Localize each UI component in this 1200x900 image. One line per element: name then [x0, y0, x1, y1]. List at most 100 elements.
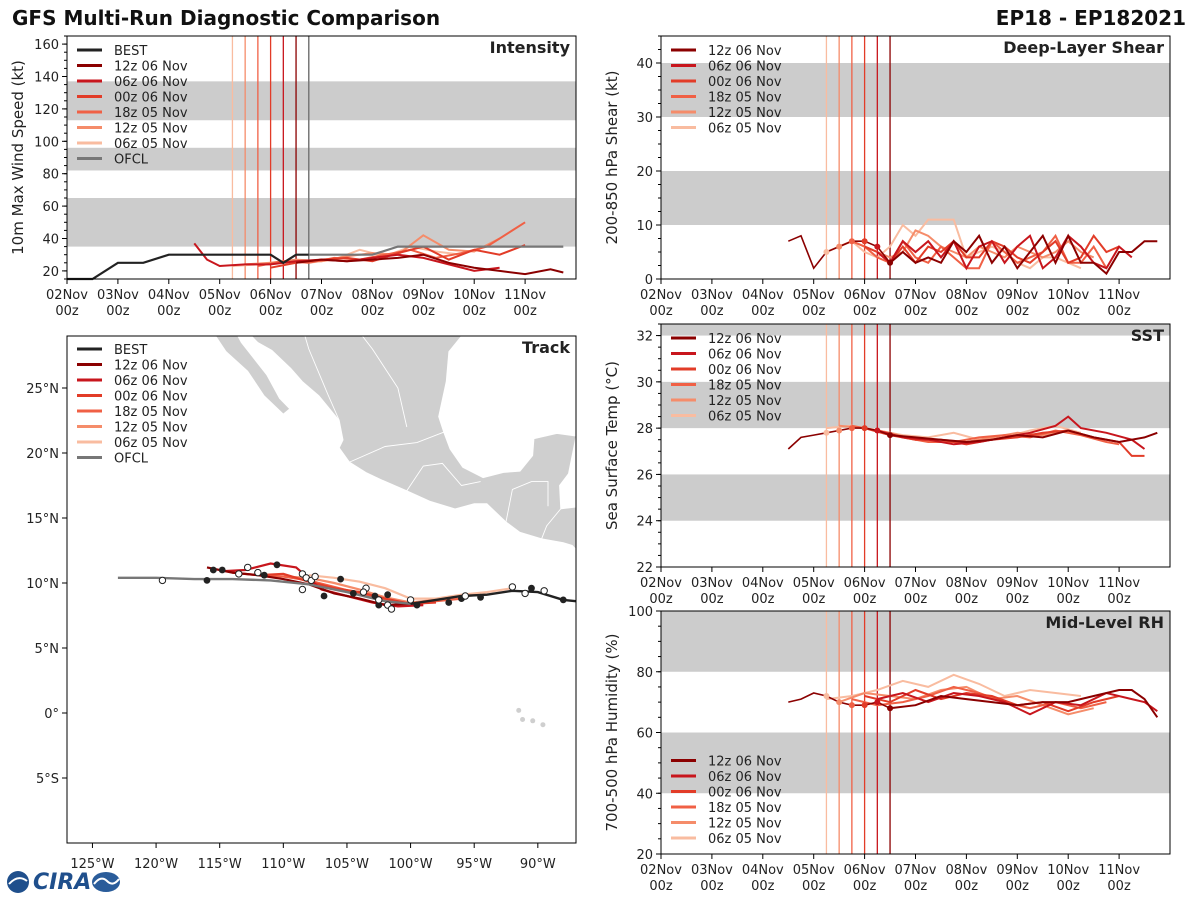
legend-label: 12z 06 Nov — [708, 44, 782, 59]
track-point-open — [243, 563, 252, 572]
track-x-tick-label: 105°W — [325, 857, 369, 872]
x-tick-hour: 00z — [955, 592, 979, 607]
border-line — [406, 462, 481, 491]
x-tick-label: 10Nov — [1047, 288, 1089, 303]
y-tick-label: 30 — [636, 111, 653, 126]
series-line-12z-06-Nov — [295, 253, 564, 276]
x-tick-hour: 00z — [853, 592, 877, 607]
track-point-open — [375, 596, 383, 604]
x-tick-label: 06Nov — [844, 288, 886, 303]
x-tick-hour: 00z — [1107, 304, 1131, 319]
legend-label: OFCL — [114, 153, 149, 168]
track-legend-label: 06z 06 Nov — [114, 374, 188, 389]
y-tick-label: 22 — [636, 561, 653, 576]
x-tick-hour: 00z — [1057, 304, 1081, 319]
track-point-open — [298, 585, 307, 594]
track-legend-label: OFCL — [114, 452, 149, 467]
y-axis-label: 10m Max Wind Speed (kt) — [9, 60, 27, 255]
x-tick-label: 02Nov — [640, 576, 682, 591]
legend-label: 12z 06 Nov — [708, 755, 782, 770]
run-start-marker — [836, 699, 843, 706]
series-line-06z-05-Nov — [826, 673, 1082, 701]
track-x-tick-label: 90°W — [520, 857, 556, 872]
track-legend-label: 12z 06 Nov — [114, 359, 188, 374]
x-tick-label: 07Nov — [301, 288, 343, 303]
x-tick-hour: 00z — [412, 304, 436, 319]
x-tick-hour: 00z — [1107, 592, 1131, 607]
legend-label: 00z 06 Nov — [708, 75, 782, 90]
x-tick-hour: 00z — [853, 879, 877, 894]
border-line — [505, 481, 549, 522]
best-track-line — [410, 589, 576, 605]
x-tick-hour: 00z — [157, 304, 181, 319]
y-tick-label: 20 — [42, 265, 59, 280]
wave-icon — [92, 872, 121, 892]
y-tick-label: 10 — [636, 219, 653, 234]
x-tick-hour: 00z — [259, 304, 283, 319]
panel-title: Track — [522, 338, 570, 357]
track-point-filled — [375, 601, 383, 609]
panel-rh: 2040608010002Nov00z03Nov00z04Nov00z05Nov… — [603, 605, 1171, 894]
track-legend-label: BEST — [114, 343, 147, 358]
run-start-marker — [861, 238, 868, 245]
x-tick-hour: 00z — [802, 592, 826, 607]
track-y-tick-label: 5°N — [35, 642, 60, 657]
legend-label: 00z 06 Nov — [114, 91, 188, 106]
y-tick-label: 40 — [636, 57, 653, 72]
track-y-tick-label: 0° — [44, 707, 59, 722]
series-line-06z-06-Nov — [877, 415, 1146, 450]
y-tick-label: 80 — [42, 168, 59, 183]
shade-band — [661, 611, 1170, 672]
x-tick-label: 10Nov — [1047, 576, 1089, 591]
y-axis-label: Sea Surface Temp (°C) — [603, 361, 621, 530]
run-start-marker — [887, 259, 894, 266]
cira-logo-text: CIRA — [33, 869, 92, 895]
panel-shear: 01020304002Nov00z03Nov00z04Nov00z05Nov00… — [603, 35, 1171, 319]
track-point-filled — [445, 599, 453, 606]
x-tick-label: 05Nov — [199, 288, 241, 303]
run-start-marker — [874, 699, 881, 706]
track-x-tick-label: 115°W — [198, 857, 242, 872]
track-point-filled — [349, 590, 357, 597]
x-tick-hour: 00z — [1057, 879, 1081, 894]
border-line — [349, 431, 444, 463]
figure-title: GFS Multi-Run Diagnostic Comparison — [12, 6, 441, 30]
track-point-open — [311, 572, 319, 581]
x-tick-hour: 00z — [700, 879, 724, 894]
x-tick-hour: 00z — [513, 304, 537, 319]
x-tick-hour: 00z — [853, 304, 877, 319]
legend-label: 06z 05 Nov — [114, 137, 188, 152]
x-tick-label: 09Nov — [996, 288, 1038, 303]
x-tick-label: 04Nov — [148, 288, 190, 303]
storm-id-title: EP18 - EP182021 — [995, 6, 1186, 30]
x-tick-label: 02Nov — [640, 288, 682, 303]
x-tick-hour: 00z — [1107, 879, 1131, 894]
track-point-open — [521, 589, 529, 598]
galapagos-island — [540, 722, 546, 728]
legend-label: 12z 05 Nov — [114, 122, 188, 137]
run-start-marker — [887, 432, 894, 439]
x-tick-label: 02Nov — [640, 863, 682, 878]
globe-icon — [7, 871, 29, 893]
shade-band — [661, 324, 1170, 336]
run-start-marker — [823, 249, 830, 255]
run-start-marker — [887, 705, 894, 712]
y-tick-label: 20 — [636, 848, 653, 863]
shade-band — [67, 147, 576, 171]
track-y-tick-label: 15°N — [26, 512, 59, 527]
track-legend-label: 18z 05 Nov — [114, 405, 188, 420]
series-line-06z-06-Nov — [876, 234, 1133, 271]
track-point-open — [461, 592, 469, 600]
x-tick-label: 03Nov — [691, 288, 733, 303]
legend-label: 18z 05 Nov — [708, 801, 782, 816]
y-tick-label: 100 — [628, 605, 653, 620]
run-start-marker — [874, 243, 881, 250]
track-point-filled — [413, 601, 421, 609]
panel-track: 5°S 0° 5°N 10°N 15°N 20°N 25°N 125°W 120°W 115°W 1… — [26, 335, 577, 872]
track-legend-label: 06z 05 Nov — [114, 436, 188, 451]
x-tick-hour: 00z — [751, 592, 775, 607]
x-tick-label: 04Nov — [742, 863, 784, 878]
legend-label: BEST — [114, 44, 147, 59]
track-legend-label: 00z 06 Nov — [114, 390, 188, 405]
